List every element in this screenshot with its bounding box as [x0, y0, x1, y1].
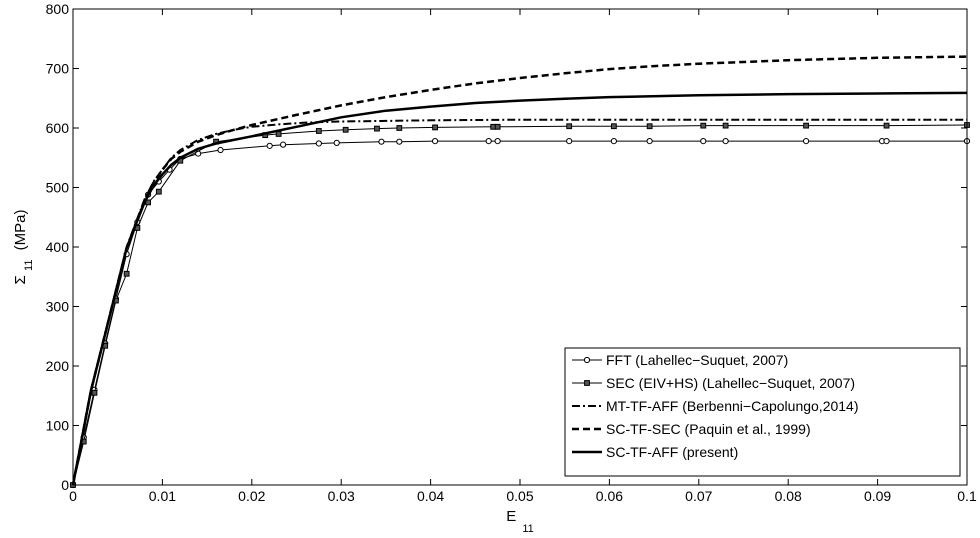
series-line — [71, 91, 968, 486]
x-axis-title-subscript: 11 — [522, 523, 533, 535]
y-tick-label: 600 — [46, 120, 70, 136]
x-tick-label: 0.05 — [506, 488, 533, 504]
data-point — [485, 137, 492, 145]
data-point — [217, 146, 224, 154]
y-axis-title-unit: (MPa) — [12, 210, 29, 251]
x-tick-label: 0.09 — [864, 488, 891, 504]
x-tick-label: 0.01 — [149, 488, 176, 504]
y-tick-label: 200 — [46, 358, 70, 374]
data-point — [342, 126, 349, 133]
x-tick-label: 0.07 — [685, 488, 712, 504]
data-point — [494, 137, 501, 145]
data-point — [315, 140, 322, 147]
data-point — [646, 137, 653, 145]
y-tick-label: 400 — [46, 239, 70, 255]
data-point — [494, 123, 501, 130]
series-4 — [71, 91, 968, 486]
data-point — [646, 123, 653, 130]
axis-ticks: 0 0.01 0.02 0.03 0.04 0.05 0.06 0.07 0.08 0.09 0.1… — [46, 1, 977, 504]
legend-entry-0: FFT (Lahellec−Suquet, 2007) — [572, 352, 788, 368]
data-point — [610, 137, 617, 145]
data-point — [566, 137, 573, 145]
data-point — [279, 141, 287, 148]
data-point — [883, 122, 890, 129]
plot-series — [69, 55, 971, 489]
y-tick-label: 300 — [46, 299, 70, 315]
legend-label: SC-TF-SEC (Paquin et al., 1999) — [606, 421, 811, 437]
data-point — [700, 122, 707, 129]
legend-entry-1: SEC (EIV+HS) (Lahellec−Suquet, 2007) — [572, 375, 855, 391]
data-point — [91, 389, 98, 396]
y-tick-label: 500 — [46, 180, 70, 196]
data-point — [275, 131, 282, 137]
data-point — [722, 137, 729, 145]
y-axis-title: Σ 11 (MPa) — [12, 210, 36, 285]
legend-label: SC-TF-AFF (present) — [606, 444, 738, 460]
series-line — [72, 124, 968, 486]
y-axis-title-subscript: 11 — [23, 260, 35, 271]
x-tick-label: 0.08 — [775, 488, 802, 504]
x-tick-label: 0.06 — [596, 488, 623, 504]
data-point — [266, 142, 273, 149]
x-tick-label: 0.03 — [328, 488, 355, 504]
x-tick-label: 0.1 — [957, 488, 977, 504]
legend-marker — [584, 380, 590, 386]
legend-entry-3: SC-TF-SEC (Paquin et al., 1999) — [572, 421, 811, 437]
plot-frame — [72, 8, 968, 486]
x-axis-title: E 11 — [506, 508, 534, 535]
data-point — [700, 137, 707, 145]
legend-label: FFT (Lahellec−Suquet, 2007) — [606, 352, 788, 368]
data-point — [802, 137, 810, 145]
legend: FFT (Lahellec−Suquet, 2007) SEC (EIV+HS) … — [564, 347, 961, 477]
data-point — [396, 125, 403, 131]
data-point — [610, 123, 617, 130]
y-tick-label: 800 — [46, 1, 70, 17]
y-tick-label: 700 — [46, 61, 70, 77]
data-point — [803, 122, 809, 129]
legend-label: SEC (EIV+HS) (Lahellec−Suquet, 2007) — [606, 375, 855, 391]
series-3 — [71, 55, 968, 486]
series-line — [71, 55, 968, 486]
data-point — [722, 122, 729, 129]
data-point — [396, 138, 403, 145]
legend-entry-4: SC-TF-AFF (present) — [572, 444, 738, 460]
x-tick-label: 0.02 — [238, 488, 265, 504]
x-axis-title-main: E — [506, 508, 516, 525]
data-point — [566, 123, 573, 130]
y-tick-label: 100 — [46, 418, 70, 434]
data-point — [883, 137, 890, 145]
data-point — [333, 139, 340, 146]
legend-entry-2: MT-TF-AFF (Berbenni−Capolungo,2014) — [572, 398, 859, 414]
data-point — [374, 125, 380, 132]
data-point — [123, 270, 130, 277]
data-point — [155, 188, 162, 195]
y-tick-label: 0 — [61, 477, 69, 493]
legend-marker — [583, 356, 591, 364]
x-tick-label: 0.04 — [417, 488, 444, 504]
legend-label: MT-TF-AFF (Berbenni−Capolungo,2014) — [606, 398, 859, 414]
y-axis-title-main: Σ — [12, 275, 29, 284]
data-point — [315, 128, 322, 134]
data-point — [378, 138, 385, 145]
data-point — [432, 124, 438, 131]
legend-box — [564, 347, 961, 477]
x-tick-label: 0 — [69, 488, 77, 504]
data-point — [431, 137, 439, 145]
